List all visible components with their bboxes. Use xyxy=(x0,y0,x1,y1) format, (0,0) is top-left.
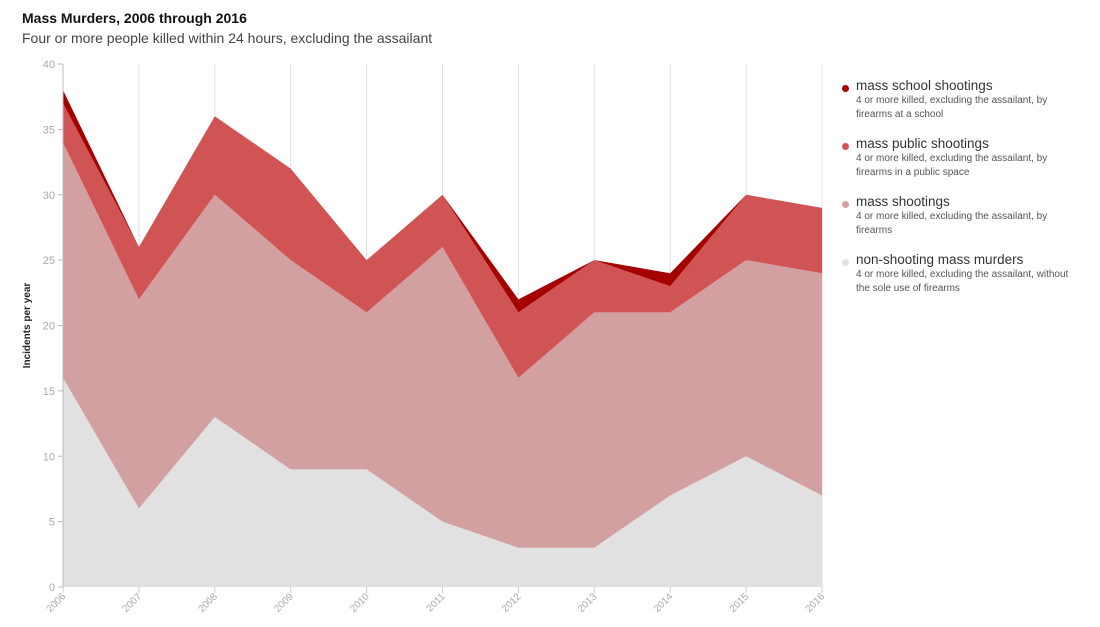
y-tick-label: 20 xyxy=(43,321,55,333)
legend-description: 4 or more killed, excluding the assailan… xyxy=(856,269,1069,294)
x-tick-label: 2015 xyxy=(728,591,752,615)
x-tick-label: 2008 xyxy=(196,591,220,615)
legend-label: mass shootings xyxy=(856,194,950,209)
legend-label: non-shooting mass murders xyxy=(856,252,1024,267)
x-tick-label: 2013 xyxy=(576,591,600,615)
area-mass-shootings xyxy=(63,142,822,548)
legend-label: mass public shootings xyxy=(856,136,989,151)
x-tick-label: 2014 xyxy=(652,591,676,615)
y-tick-label: 5 xyxy=(49,517,55,529)
x-tick-label: 2012 xyxy=(500,591,524,615)
y-tick-label: 40 xyxy=(43,59,55,71)
legend: mass school shootings 4 or more killed, e… xyxy=(842,78,1082,310)
legend-swatch xyxy=(842,201,849,208)
x-tick-label: 2007 xyxy=(121,591,145,615)
y-tick-label: 30 xyxy=(43,190,55,202)
y-tick-label: 25 xyxy=(43,255,55,267)
y-tick-label: 10 xyxy=(43,451,55,463)
legend-description: 4 or more killed, excluding the assailan… xyxy=(856,95,1048,120)
legend-label: mass school shootings xyxy=(856,78,993,93)
legend-item: non-shooting mass murders 4 or more kille… xyxy=(842,252,1082,296)
y-axis-label: Incidents per year xyxy=(22,283,33,369)
legend-swatch xyxy=(842,259,849,266)
y-tick-label: 15 xyxy=(43,386,55,398)
legend-item: mass school shootings 4 or more killed, e… xyxy=(842,78,1082,122)
legend-swatch xyxy=(842,143,849,150)
legend-description: 4 or more killed, excluding the assailan… xyxy=(856,153,1048,178)
x-tick-label: 2016 xyxy=(804,591,828,615)
x-tick-label: 2010 xyxy=(348,591,372,615)
chart-subtitle: Four or more people killed within 24 hou… xyxy=(22,30,433,46)
legend-item: mass shootings 4 or more killed, excludin… xyxy=(842,194,1082,238)
x-tick-label: 2009 xyxy=(272,591,296,615)
x-tick-label: 2006 xyxy=(45,591,69,615)
area-mass-public-shootings xyxy=(63,103,822,378)
chart-title: Mass Murders, 2006 through 2016 xyxy=(22,10,247,26)
legend-swatch xyxy=(842,85,849,92)
x-tick-label: 2011 xyxy=(425,591,448,614)
y-tick-label: 0 xyxy=(49,582,55,594)
legend-description: 4 or more killed, excluding the assailan… xyxy=(856,211,1048,236)
area-non-shooting-mass-murders xyxy=(63,377,822,587)
y-tick-label: 35 xyxy=(43,124,55,136)
legend-item: mass public shootings 4 or more killed, e… xyxy=(842,136,1082,180)
